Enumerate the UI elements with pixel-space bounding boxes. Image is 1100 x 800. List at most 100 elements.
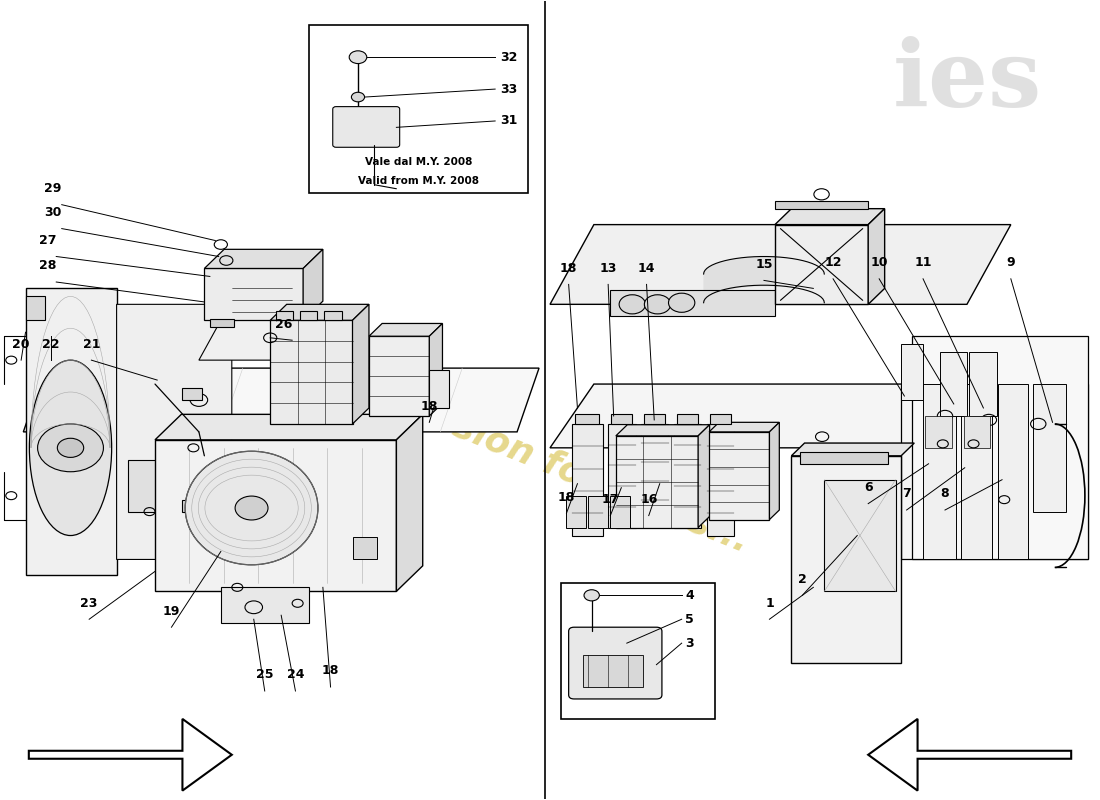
Text: 15: 15	[756, 258, 772, 271]
Polygon shape	[368, 323, 442, 336]
Text: 10: 10	[870, 256, 888, 270]
Bar	[205, 269, 304, 320]
FancyBboxPatch shape	[333, 106, 399, 147]
Polygon shape	[23, 368, 539, 432]
Bar	[645, 414, 665, 424]
Circle shape	[37, 424, 103, 472]
Bar	[561, 583, 715, 719]
Text: 31: 31	[500, 114, 518, 127]
Bar	[800, 452, 888, 464]
Text: 13: 13	[600, 262, 617, 275]
Text: 21: 21	[82, 338, 100, 350]
Bar	[608, 424, 636, 527]
Bar	[429, 370, 449, 408]
Bar	[641, 424, 669, 519]
Polygon shape	[791, 456, 901, 663]
Bar	[155, 440, 396, 591]
FancyBboxPatch shape	[569, 627, 662, 699]
Polygon shape	[901, 384, 1088, 559]
Bar	[998, 384, 1028, 559]
Polygon shape	[396, 414, 422, 591]
Bar	[707, 424, 735, 535]
Text: 7: 7	[902, 487, 911, 501]
Ellipse shape	[30, 360, 112, 535]
Polygon shape	[868, 209, 884, 304]
Text: 32: 32	[500, 50, 518, 64]
Polygon shape	[304, 250, 323, 320]
Bar	[774, 225, 868, 304]
Bar	[566, 496, 586, 527]
Bar	[774, 201, 868, 209]
Bar	[183, 500, 202, 512]
Text: 18: 18	[322, 665, 339, 678]
Text: 29: 29	[44, 182, 62, 195]
Polygon shape	[791, 443, 914, 456]
Bar	[183, 388, 202, 400]
Polygon shape	[29, 719, 232, 790]
Text: 18: 18	[558, 490, 575, 504]
Text: Valid from M.Y. 2008: Valid from M.Y. 2008	[358, 176, 478, 186]
Text: a passion for parts...: a passion for parts...	[346, 368, 754, 559]
Text: 3: 3	[685, 637, 694, 650]
Polygon shape	[117, 304, 232, 559]
Text: 26: 26	[275, 318, 293, 330]
Bar	[572, 424, 603, 535]
Text: 23: 23	[80, 597, 98, 610]
Polygon shape	[550, 384, 945, 448]
Polygon shape	[912, 336, 1088, 559]
Bar	[610, 290, 774, 316]
Bar	[939, 352, 967, 416]
Bar	[610, 496, 630, 527]
Text: 8: 8	[940, 487, 949, 501]
Text: 12: 12	[824, 256, 842, 270]
Bar	[210, 318, 234, 326]
Bar	[25, 296, 45, 320]
Text: 14: 14	[638, 262, 656, 275]
Text: 18: 18	[420, 400, 438, 413]
Text: 1: 1	[766, 597, 773, 610]
Text: 4: 4	[685, 589, 694, 602]
Polygon shape	[550, 225, 1011, 304]
Text: 11: 11	[914, 256, 932, 270]
Bar	[711, 414, 732, 424]
Bar	[961, 384, 992, 559]
Polygon shape	[698, 425, 710, 527]
Bar	[923, 384, 956, 559]
Bar	[583, 655, 643, 687]
Circle shape	[669, 293, 695, 312]
Polygon shape	[199, 320, 352, 360]
Polygon shape	[429, 323, 442, 416]
Text: 9: 9	[1006, 256, 1015, 270]
Circle shape	[235, 496, 268, 520]
Polygon shape	[155, 414, 422, 440]
Bar	[352, 537, 376, 559]
Text: 5: 5	[685, 613, 694, 626]
Text: 28: 28	[39, 259, 56, 273]
Polygon shape	[769, 422, 779, 519]
Bar	[271, 320, 352, 424]
Text: Vale dal M.Y. 2008: Vale dal M.Y. 2008	[364, 158, 472, 167]
Circle shape	[619, 294, 646, 314]
Circle shape	[645, 294, 671, 314]
Circle shape	[584, 590, 600, 601]
Bar	[616, 436, 699, 527]
Text: 16: 16	[640, 493, 658, 506]
Bar	[674, 424, 702, 527]
Text: 17: 17	[602, 493, 619, 506]
Polygon shape	[271, 304, 369, 320]
Text: 24: 24	[287, 669, 305, 682]
Bar	[710, 432, 769, 519]
Polygon shape	[868, 719, 1071, 790]
Bar	[925, 416, 952, 448]
Bar	[901, 344, 923, 400]
Text: 25: 25	[256, 669, 274, 682]
Bar	[678, 414, 698, 424]
Text: 22: 22	[42, 338, 59, 350]
Circle shape	[351, 92, 364, 102]
Bar	[612, 414, 632, 424]
Bar	[969, 352, 997, 416]
Circle shape	[349, 51, 366, 63]
Text: 33: 33	[500, 82, 518, 95]
Bar	[128, 460, 188, 512]
Polygon shape	[616, 425, 710, 436]
